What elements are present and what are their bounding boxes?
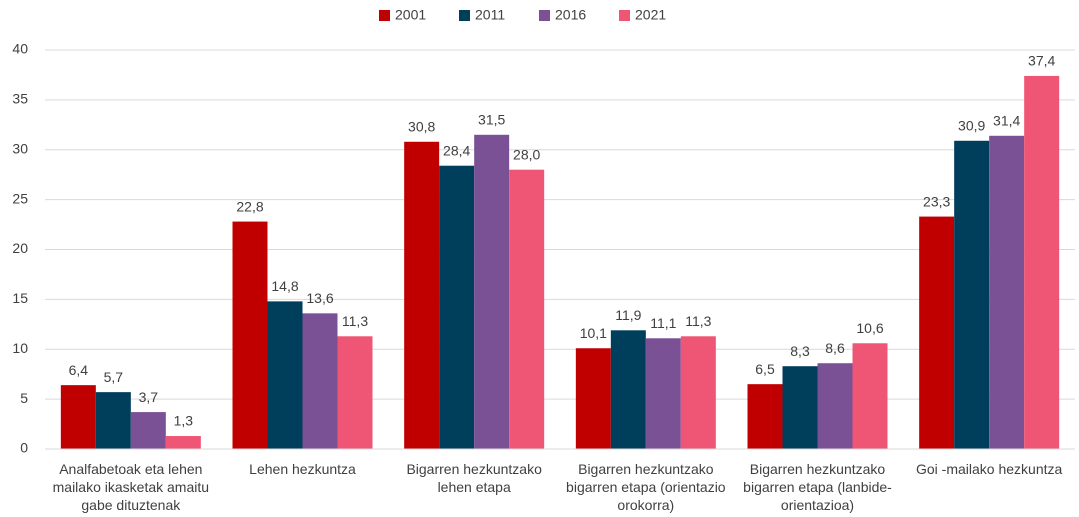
y-tick-label: 40 (12, 41, 28, 57)
x-tick-label: Bigarren hezkuntzako lehen etapa (406, 461, 542, 495)
bar (267, 301, 303, 449)
bar (680, 336, 716, 449)
bar (919, 216, 955, 449)
bar (439, 165, 475, 449)
data-label: 11,1 (650, 315, 676, 331)
data-label: 22,8 (236, 198, 263, 214)
bar (404, 141, 440, 449)
data-label: 31,5 (478, 111, 505, 127)
bar (509, 169, 545, 449)
y-tick-label: 10 (12, 340, 28, 356)
bar (302, 313, 338, 449)
legend-label: 2011 (475, 7, 505, 23)
legend-swatch (379, 10, 390, 21)
data-label: 13,6 (306, 290, 333, 306)
y-tick-label: 20 (12, 240, 28, 256)
bar (645, 338, 681, 449)
y-tick-label: 25 (12, 190, 28, 206)
legend-swatch (619, 10, 630, 21)
bar (95, 392, 131, 449)
data-label: 31,4 (993, 112, 1020, 128)
data-label: 28,0 (513, 146, 540, 162)
bar (60, 385, 96, 449)
data-label: 37,4 (1028, 53, 1055, 69)
y-tick-label: 5 (20, 390, 28, 406)
bar (337, 336, 373, 449)
bar (165, 436, 201, 449)
bar (610, 330, 646, 449)
legend-swatch (459, 10, 470, 21)
data-label: 28,4 (443, 142, 470, 158)
y-tick-label: 35 (12, 91, 28, 107)
y-tick-label: 15 (12, 290, 28, 306)
data-label: 10,1 (580, 325, 607, 341)
bar (474, 134, 510, 449)
legend-label: 2021 (635, 7, 666, 23)
x-tick-label: Bigarren hezkuntzako bigarren etapa (ori… (566, 461, 726, 513)
bar (817, 363, 853, 449)
data-label: 10,6 (856, 320, 883, 336)
y-tick-label: 0 (20, 440, 28, 456)
legend-swatch (539, 10, 550, 21)
data-label: 8,6 (825, 340, 845, 356)
x-tick-label: Bigarren hezkuntzako bigarren etapa (lan… (743, 461, 892, 513)
bar (130, 412, 166, 449)
data-label: 11,9 (615, 307, 641, 323)
data-label: 6,5 (755, 361, 775, 377)
data-label: 6,4 (69, 362, 89, 378)
bar (1024, 75, 1060, 449)
data-label: 3,7 (139, 389, 159, 405)
data-label: 30,8 (408, 118, 435, 134)
bar (989, 135, 1025, 449)
bar (954, 140, 990, 449)
data-label: 30,9 (958, 117, 985, 133)
data-label: 11,3 (342, 313, 368, 329)
data-label: 1,3 (174, 413, 194, 429)
data-label: 5,7 (104, 369, 124, 385)
x-tick-label: Goi -mailako hezkuntza (916, 461, 1063, 477)
legend-label: 2001 (395, 7, 426, 23)
data-label: 8,3 (790, 343, 810, 359)
y-tick-label: 30 (12, 140, 28, 156)
legend-label: 2016 (555, 7, 586, 23)
bar (852, 343, 888, 449)
bar (575, 348, 611, 449)
bar (782, 366, 818, 449)
x-tick-label: Analfabetoak eta lehen mailako ikasketak… (52, 461, 210, 513)
x-tick-label: Lehen hezkuntza (249, 461, 356, 477)
data-label: 14,8 (271, 278, 298, 294)
data-label: 23,3 (923, 193, 950, 209)
data-label: 11,3 (685, 313, 711, 329)
bar (232, 221, 268, 449)
bar (747, 384, 783, 449)
